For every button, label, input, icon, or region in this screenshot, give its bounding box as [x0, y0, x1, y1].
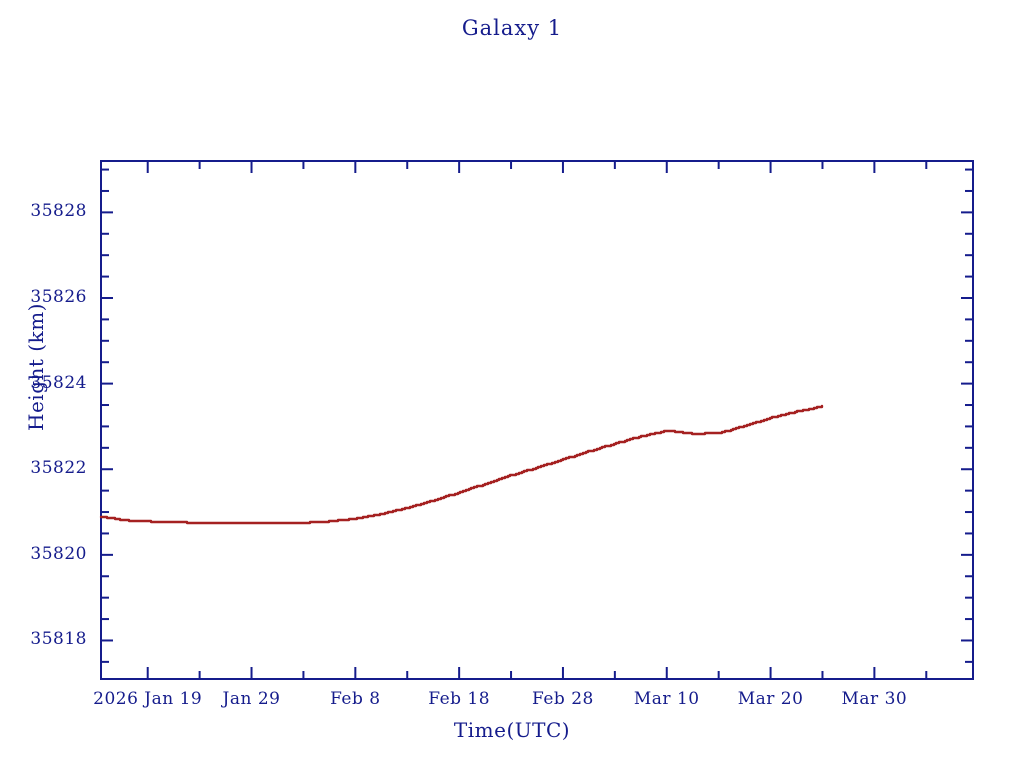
x-axis-tick-label: 2026 Jan 19 — [93, 689, 203, 709]
y-axis-tick-label: 35824 — [30, 372, 87, 393]
x-axis-tick-label: Mar 10 — [633, 689, 700, 709]
x-axis-title: Time(UTC) — [453, 718, 571, 742]
y-axis-tick-label: 35820 — [30, 543, 87, 564]
plot-frame — [100, 160, 974, 680]
page-title: Galaxy 1 — [461, 16, 563, 40]
x-axis-tick-label: Mar 20 — [737, 689, 804, 709]
series-line-galaxy-1 — [99, 404, 824, 525]
x-axis-tick-label: Feb 28 — [532, 689, 594, 709]
y-axis-title: Height (km) — [24, 303, 48, 431]
x-axis-tick-label: Jan 29 — [222, 689, 281, 709]
plot-area-border — [100, 160, 974, 680]
x-axis-ticks — [146, 161, 928, 679]
y-axis-tick-label: 35822 — [30, 458, 87, 479]
data-series-group — [99, 404, 824, 525]
y-axis-tick-label: 35826 — [30, 286, 87, 307]
y-axis-tick-label: 35828 — [30, 201, 87, 222]
y-axis-ticks — [101, 168, 973, 663]
x-axis-tick-label: Feb 8 — [330, 689, 381, 709]
x-axis-tick-label: Mar 30 — [841, 689, 908, 709]
x-axis-tick-label: Feb 18 — [428, 689, 491, 709]
y-axis-tick-label: 35818 — [30, 629, 87, 650]
